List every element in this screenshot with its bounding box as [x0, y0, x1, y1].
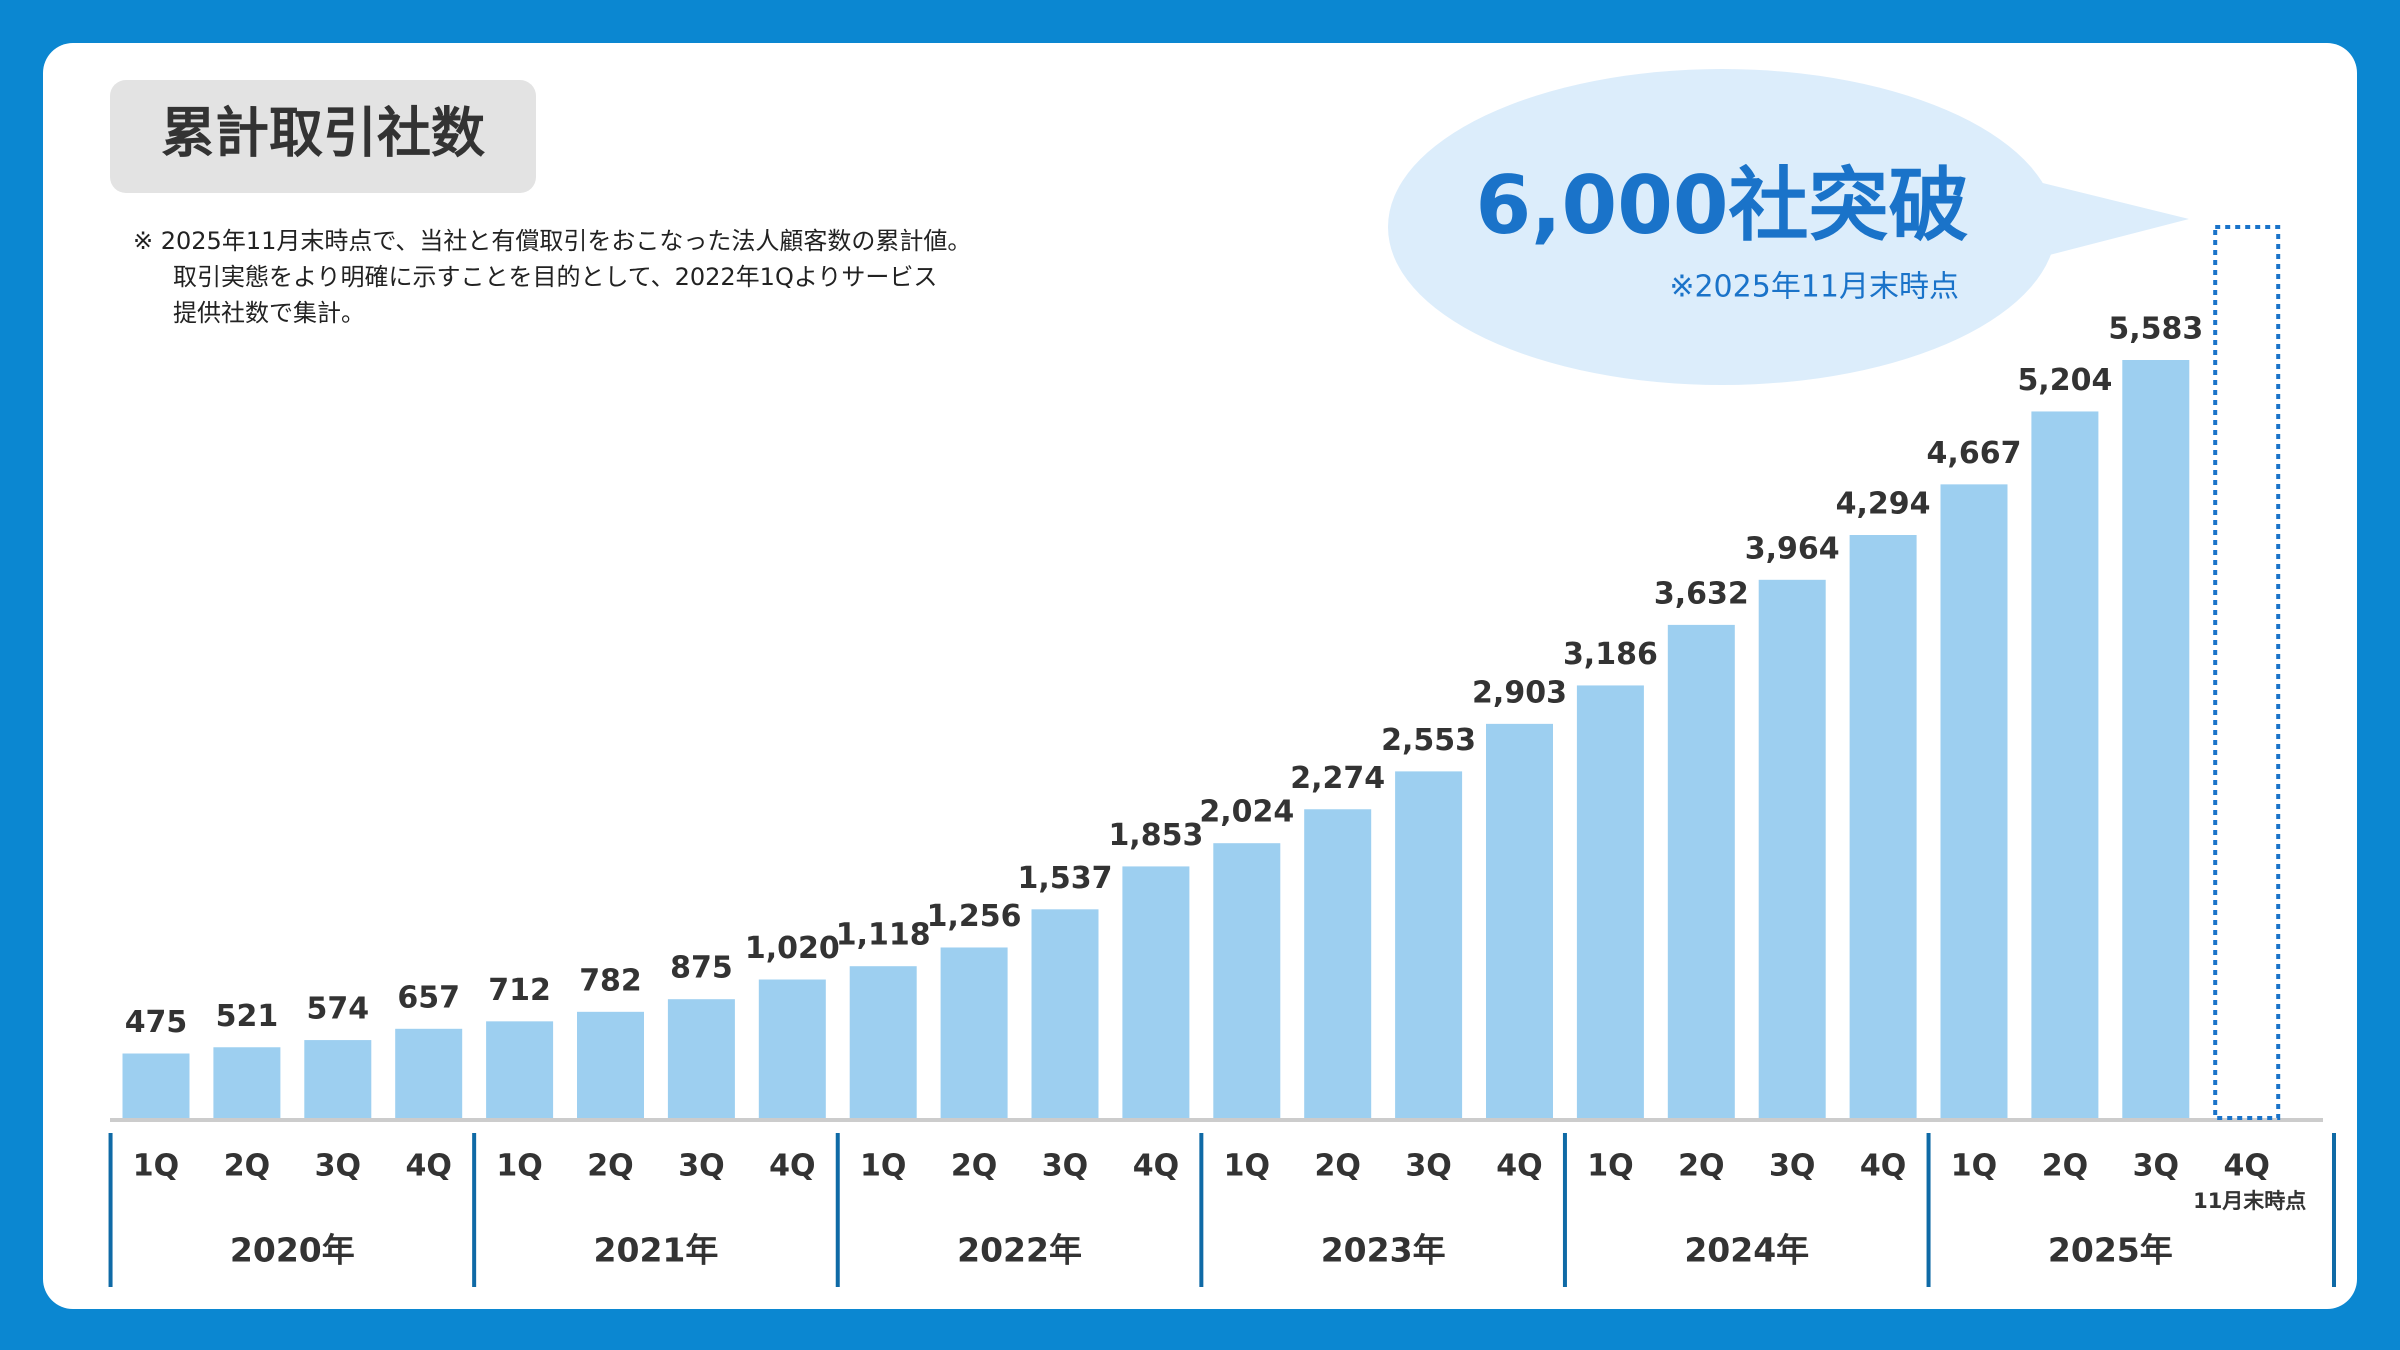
bar: [213, 1047, 281, 1118]
x-tick-label: 3Q: [315, 1149, 361, 1184]
value-label: 782: [579, 963, 642, 998]
bar: [1849, 535, 1917, 1118]
bar: [122, 1053, 190, 1118]
value-label: 1,256: [927, 899, 1022, 934]
x-tick-label: 4Q: [769, 1149, 815, 1184]
year-label: 2023年: [1321, 1231, 1446, 1270]
bar: [940, 947, 1008, 1118]
bar: [395, 1028, 463, 1118]
note-line: ※ 2025年11月末時点で、当社と有償取引をおこなった法人顧客数の累計値。: [133, 227, 971, 255]
x-tick-label: 1Q: [1587, 1149, 1633, 1184]
x-tick-label: 2Q: [951, 1149, 997, 1184]
value-label: 5,583: [2108, 312, 2203, 347]
x-tick-label: 1Q: [1951, 1149, 1997, 1184]
value-label: 3,632: [1654, 576, 1749, 611]
x-tick-label: 1Q: [1224, 1149, 1270, 1184]
bar: [849, 966, 917, 1118]
value-label: 657: [397, 980, 460, 1015]
x-tick-label: 4Q: [1860, 1149, 1906, 1184]
callout-headline: 6,000社突破: [1475, 159, 1968, 252]
value-label: 1,537: [1018, 861, 1113, 896]
bar: [1667, 624, 1735, 1118]
value-label: 1,118: [836, 918, 931, 953]
x-tick-label: 4Q: [2224, 1149, 2270, 1184]
bar: [2031, 411, 2099, 1119]
value-label: 3,964: [1745, 531, 1840, 566]
x-tick-label: 4Q: [1496, 1149, 1542, 1184]
bar: [1758, 579, 1826, 1118]
value-label: 2,274: [1290, 761, 1385, 796]
bar: [1486, 723, 1553, 1118]
bar: [2122, 360, 2190, 1118]
value-label: 475: [125, 1005, 188, 1040]
year-label: 2022年: [957, 1231, 1082, 1270]
x-tick-label: 4Q: [1133, 1149, 1179, 1184]
title-box: [110, 80, 536, 193]
value-label: 2,903: [1472, 675, 1567, 710]
bar: [304, 1040, 372, 1118]
bar: [1122, 866, 1190, 1118]
value-label: 521: [216, 999, 279, 1034]
placeholder-bar: [2213, 225, 2281, 1120]
x-tick-label: 1Q: [496, 1149, 542, 1184]
value-label: 1,020: [745, 931, 840, 966]
value-label: 2,553: [1381, 723, 1476, 758]
x-tick-label: 1Q: [133, 1149, 179, 1184]
year-label: 2020年: [230, 1231, 355, 1270]
value-label: 875: [670, 951, 733, 986]
value-label: 4,667: [1927, 436, 2022, 471]
chart-title: 累計取引社数: [161, 102, 485, 165]
value-label: 4,294: [1836, 487, 1931, 522]
x-tick-label: 2Q: [224, 1149, 270, 1184]
value-label: 1,853: [1108, 818, 1203, 853]
x-tick-label: 3Q: [1769, 1149, 1815, 1184]
x-tick-label: 1Q: [860, 1149, 906, 1184]
bar: [758, 979, 826, 1118]
callout: [1388, 69, 2056, 385]
year-label: 2024年: [1684, 1231, 1809, 1270]
bar: [1031, 909, 1099, 1118]
x-tick-label: 3Q: [2133, 1149, 2179, 1184]
x-tick-label: 4Q: [406, 1149, 452, 1184]
value-label: 712: [488, 973, 551, 1008]
value-label: 2,024: [1199, 795, 1294, 830]
x-tick-label: 3Q: [1042, 1149, 1088, 1184]
value-label: 5,204: [2017, 363, 2112, 398]
bar: [1213, 843, 1281, 1118]
bar: [667, 999, 735, 1118]
year-label: 2021年: [594, 1231, 719, 1270]
callout-subtext: ※2025年11月末時点: [1669, 270, 1959, 305]
x-tick-note: 11月末時点: [2193, 1189, 2306, 1213]
note-line: 取引実態をより明確に示すことを目的として、2022年1Qよりサービス: [173, 263, 937, 291]
x-tick-label: 3Q: [678, 1149, 724, 1184]
bar: [1576, 685, 1644, 1118]
x-tick-label: 2Q: [587, 1149, 633, 1184]
bar: [486, 1021, 554, 1118]
x-tick-label: 2Q: [2042, 1149, 2088, 1184]
x-tick-label: 3Q: [1405, 1149, 1451, 1184]
x-tick-label: 2Q: [1678, 1149, 1724, 1184]
value-label: 574: [306, 992, 369, 1027]
bar: [577, 1011, 644, 1118]
bar: [1395, 771, 1463, 1118]
bar: [1304, 809, 1372, 1118]
value-label: 3,186: [1563, 637, 1658, 672]
year-label: 2025年: [2048, 1231, 2173, 1270]
bar: [1940, 484, 2008, 1118]
note-line: 提供社数で集計。: [173, 299, 365, 327]
x-tick-label: 2Q: [1315, 1149, 1361, 1184]
